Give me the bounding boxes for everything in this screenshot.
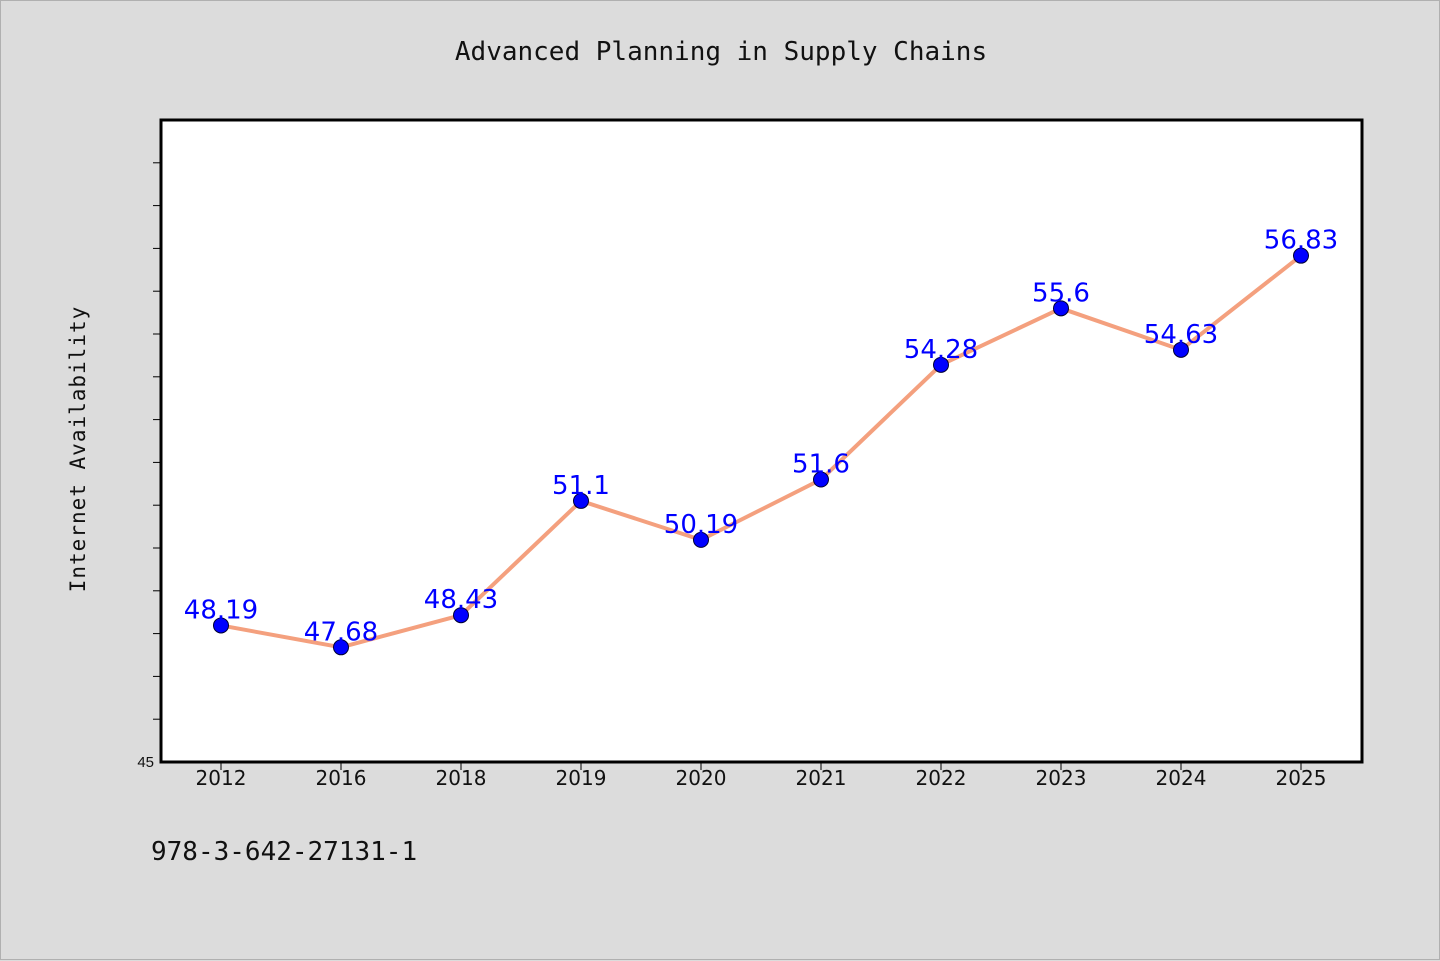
- data-point: [213, 617, 229, 634]
- series-line: [219, 253, 1303, 650]
- data-point: [813, 471, 829, 488]
- x-tick-label: 2012: [196, 766, 247, 790]
- data-label: 51.1: [552, 471, 610, 501]
- data-point: [1053, 300, 1069, 317]
- y-ticks: [153, 162, 161, 720]
- x-tick-label: 2021: [796, 766, 847, 790]
- data-point: [453, 607, 469, 624]
- data-label: 48.19: [184, 595, 258, 625]
- markers: [213, 247, 1309, 656]
- data-point: [333, 639, 349, 656]
- data-labels: 48.19 47.68 48.43 51.1 50.19 51.6 54.28 55.6 54.…: [184, 226, 1338, 648]
- data-point: [1293, 247, 1309, 264]
- data-label: 50.19: [664, 510, 738, 540]
- data-point: [933, 356, 949, 373]
- plot-area: [159, 118, 1364, 764]
- data-point: [1173, 341, 1189, 358]
- x-tick-label: 2016: [316, 766, 367, 790]
- x-tick-label: 2025: [1276, 766, 1327, 790]
- x-ticks: 2012 2016 2018 2019 2020 2021 2022 2023 2024 2025: [196, 762, 1327, 790]
- chart-title: Advanced Planning in Supply Chains: [454, 37, 988, 67]
- x-tick-label: 2020: [676, 766, 727, 790]
- data-label: 54.28: [904, 335, 978, 365]
- x-tick-label: 2022: [916, 766, 967, 790]
- data-label: 48.43: [424, 585, 498, 615]
- data-label: 55.6: [1032, 278, 1090, 308]
- x-tick-label: 2023: [1036, 766, 1087, 790]
- data-label: 51.6: [792, 450, 850, 480]
- footer-code: 978-3-642-27131-1: [151, 837, 418, 867]
- y-tick-label: 45: [137, 754, 154, 771]
- x-tick-label: 2024: [1156, 766, 1207, 790]
- data-label: 54.63: [1144, 320, 1218, 350]
- x-tick-label: 2018: [436, 766, 487, 790]
- x-tick-label: 2019: [556, 766, 607, 790]
- data-point: [573, 492, 589, 509]
- data-label: 56.83: [1264, 226, 1338, 256]
- data-point: [693, 531, 709, 548]
- data-label: 47.68: [304, 617, 378, 647]
